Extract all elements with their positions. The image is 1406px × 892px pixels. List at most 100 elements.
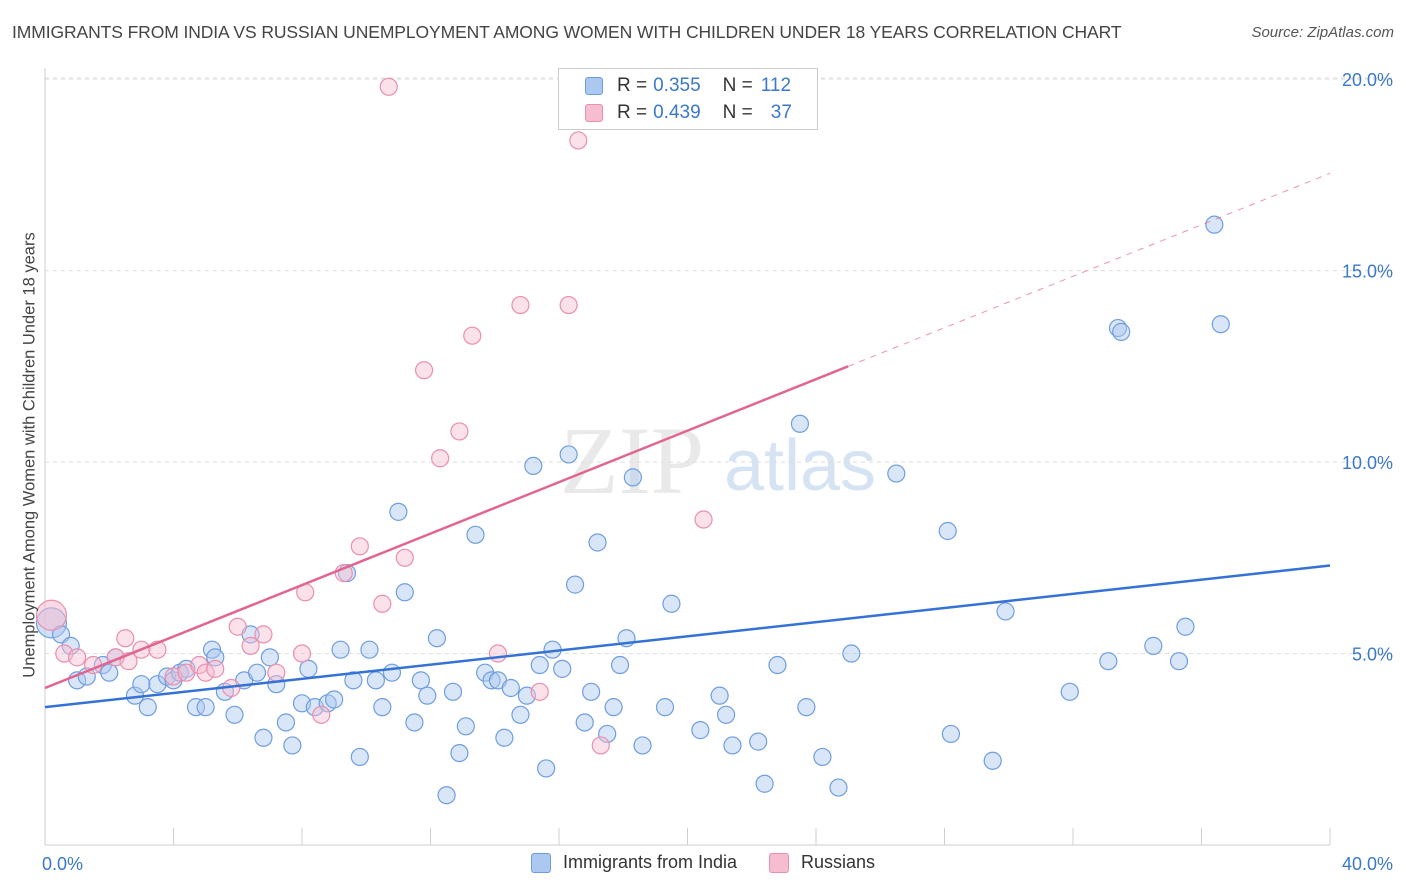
russians-trend-line (44, 365, 849, 690)
legend-row-russians: R = 0.439 N = 37 (585, 100, 792, 126)
russians-point (312, 705, 331, 724)
russians-point (35, 599, 68, 631)
india-point (983, 751, 1002, 770)
india-point (427, 629, 447, 648)
russians-point (196, 663, 215, 682)
india-point (530, 655, 549, 675)
grid-lines (45, 77, 1392, 655)
legend-india-label: Immigrants from India (562, 852, 738, 872)
russians-point (68, 648, 87, 667)
india-point (559, 445, 578, 464)
india-point (283, 736, 302, 755)
india-point (797, 698, 816, 717)
india-point (360, 640, 379, 659)
india-point (225, 705, 244, 724)
india-point (132, 675, 151, 694)
russians-point (488, 644, 508, 663)
watermark-zip: ZIP (560, 407, 704, 514)
watermark-atlas: atlas (724, 426, 876, 506)
india-point (749, 732, 768, 751)
india-r-value: 0.355 (653, 75, 701, 96)
india-point (723, 736, 742, 755)
india-point (1099, 652, 1118, 671)
india-point (331, 640, 350, 659)
india-point (565, 575, 585, 594)
india-point (662, 594, 681, 613)
india-point (623, 468, 642, 487)
russians-points (35, 77, 713, 755)
india-point (588, 533, 607, 552)
y-tick-label: 15.0% (1342, 262, 1393, 282)
india-point (582, 682, 601, 701)
axes (44, 68, 1331, 846)
india-point (395, 583, 414, 602)
russians-n-label: N = (722, 102, 753, 123)
legend-row-india: R = 0.355 N = 112 (585, 73, 791, 99)
india-point (495, 728, 514, 747)
legend-india-swatch (530, 852, 551, 873)
india-swatch (585, 77, 603, 95)
russians-point (254, 625, 273, 644)
india-point (482, 671, 501, 690)
india-point (691, 721, 710, 740)
india-point (1176, 617, 1195, 636)
india-point (1211, 315, 1230, 334)
russians-r-label: R = (617, 102, 648, 123)
india-r-label: R = (617, 75, 648, 96)
india-point (633, 736, 652, 755)
india-point (186, 698, 206, 717)
russians-n-value: 37 (770, 102, 792, 123)
india-point (524, 456, 543, 476)
india-n-value: 112 (760, 75, 792, 96)
india-point (443, 682, 463, 701)
india-point (501, 678, 520, 698)
india-point (1060, 682, 1079, 701)
russians-point (569, 131, 588, 150)
y-tick-label: 20.0% (1342, 70, 1393, 90)
india-point (1169, 652, 1189, 671)
india-point (790, 414, 810, 433)
india-point (366, 671, 385, 690)
source-label: Source: ZipAtlas.com (1251, 24, 1394, 41)
india-point (553, 659, 572, 678)
india-point (466, 525, 485, 544)
india-point (887, 464, 906, 483)
series-legend: Immigrants from India Russians (0, 852, 1406, 873)
india-point (418, 686, 437, 705)
india-point (389, 502, 408, 521)
india-point (100, 663, 119, 682)
watermark: ZIP atlas (560, 407, 876, 514)
india-point (411, 671, 430, 690)
india-point (405, 713, 424, 732)
india-point (450, 743, 469, 763)
india-point (138, 698, 157, 717)
russians-point (463, 326, 482, 345)
y-tick-label: 10.0% (1342, 453, 1393, 473)
russians-point (350, 537, 369, 556)
india-point (254, 728, 273, 747)
india-point (755, 774, 774, 793)
india-point (716, 705, 736, 724)
india-point (537, 759, 556, 778)
india-point (373, 698, 392, 717)
russians-point (530, 682, 549, 701)
india-n-label: N = (722, 75, 753, 96)
legend-russians-swatch (769, 852, 790, 873)
india-point (437, 786, 456, 805)
russians-point (591, 736, 610, 755)
russians-point (373, 594, 392, 613)
india-point (604, 698, 623, 717)
india-point (325, 690, 344, 709)
legend-item-russians: Russians (769, 852, 875, 873)
russians-point (206, 659, 225, 678)
india-point (941, 724, 961, 744)
russians-point (450, 422, 469, 441)
india-point (382, 663, 402, 682)
y-tick-label: 5.0% (1352, 645, 1393, 665)
india-point (276, 713, 296, 732)
india-point (655, 698, 675, 717)
russians-swatch (585, 104, 603, 122)
russians-point (292, 644, 312, 663)
x-tick-label-max: 40.0% (1342, 854, 1393, 874)
india-point (299, 659, 318, 678)
